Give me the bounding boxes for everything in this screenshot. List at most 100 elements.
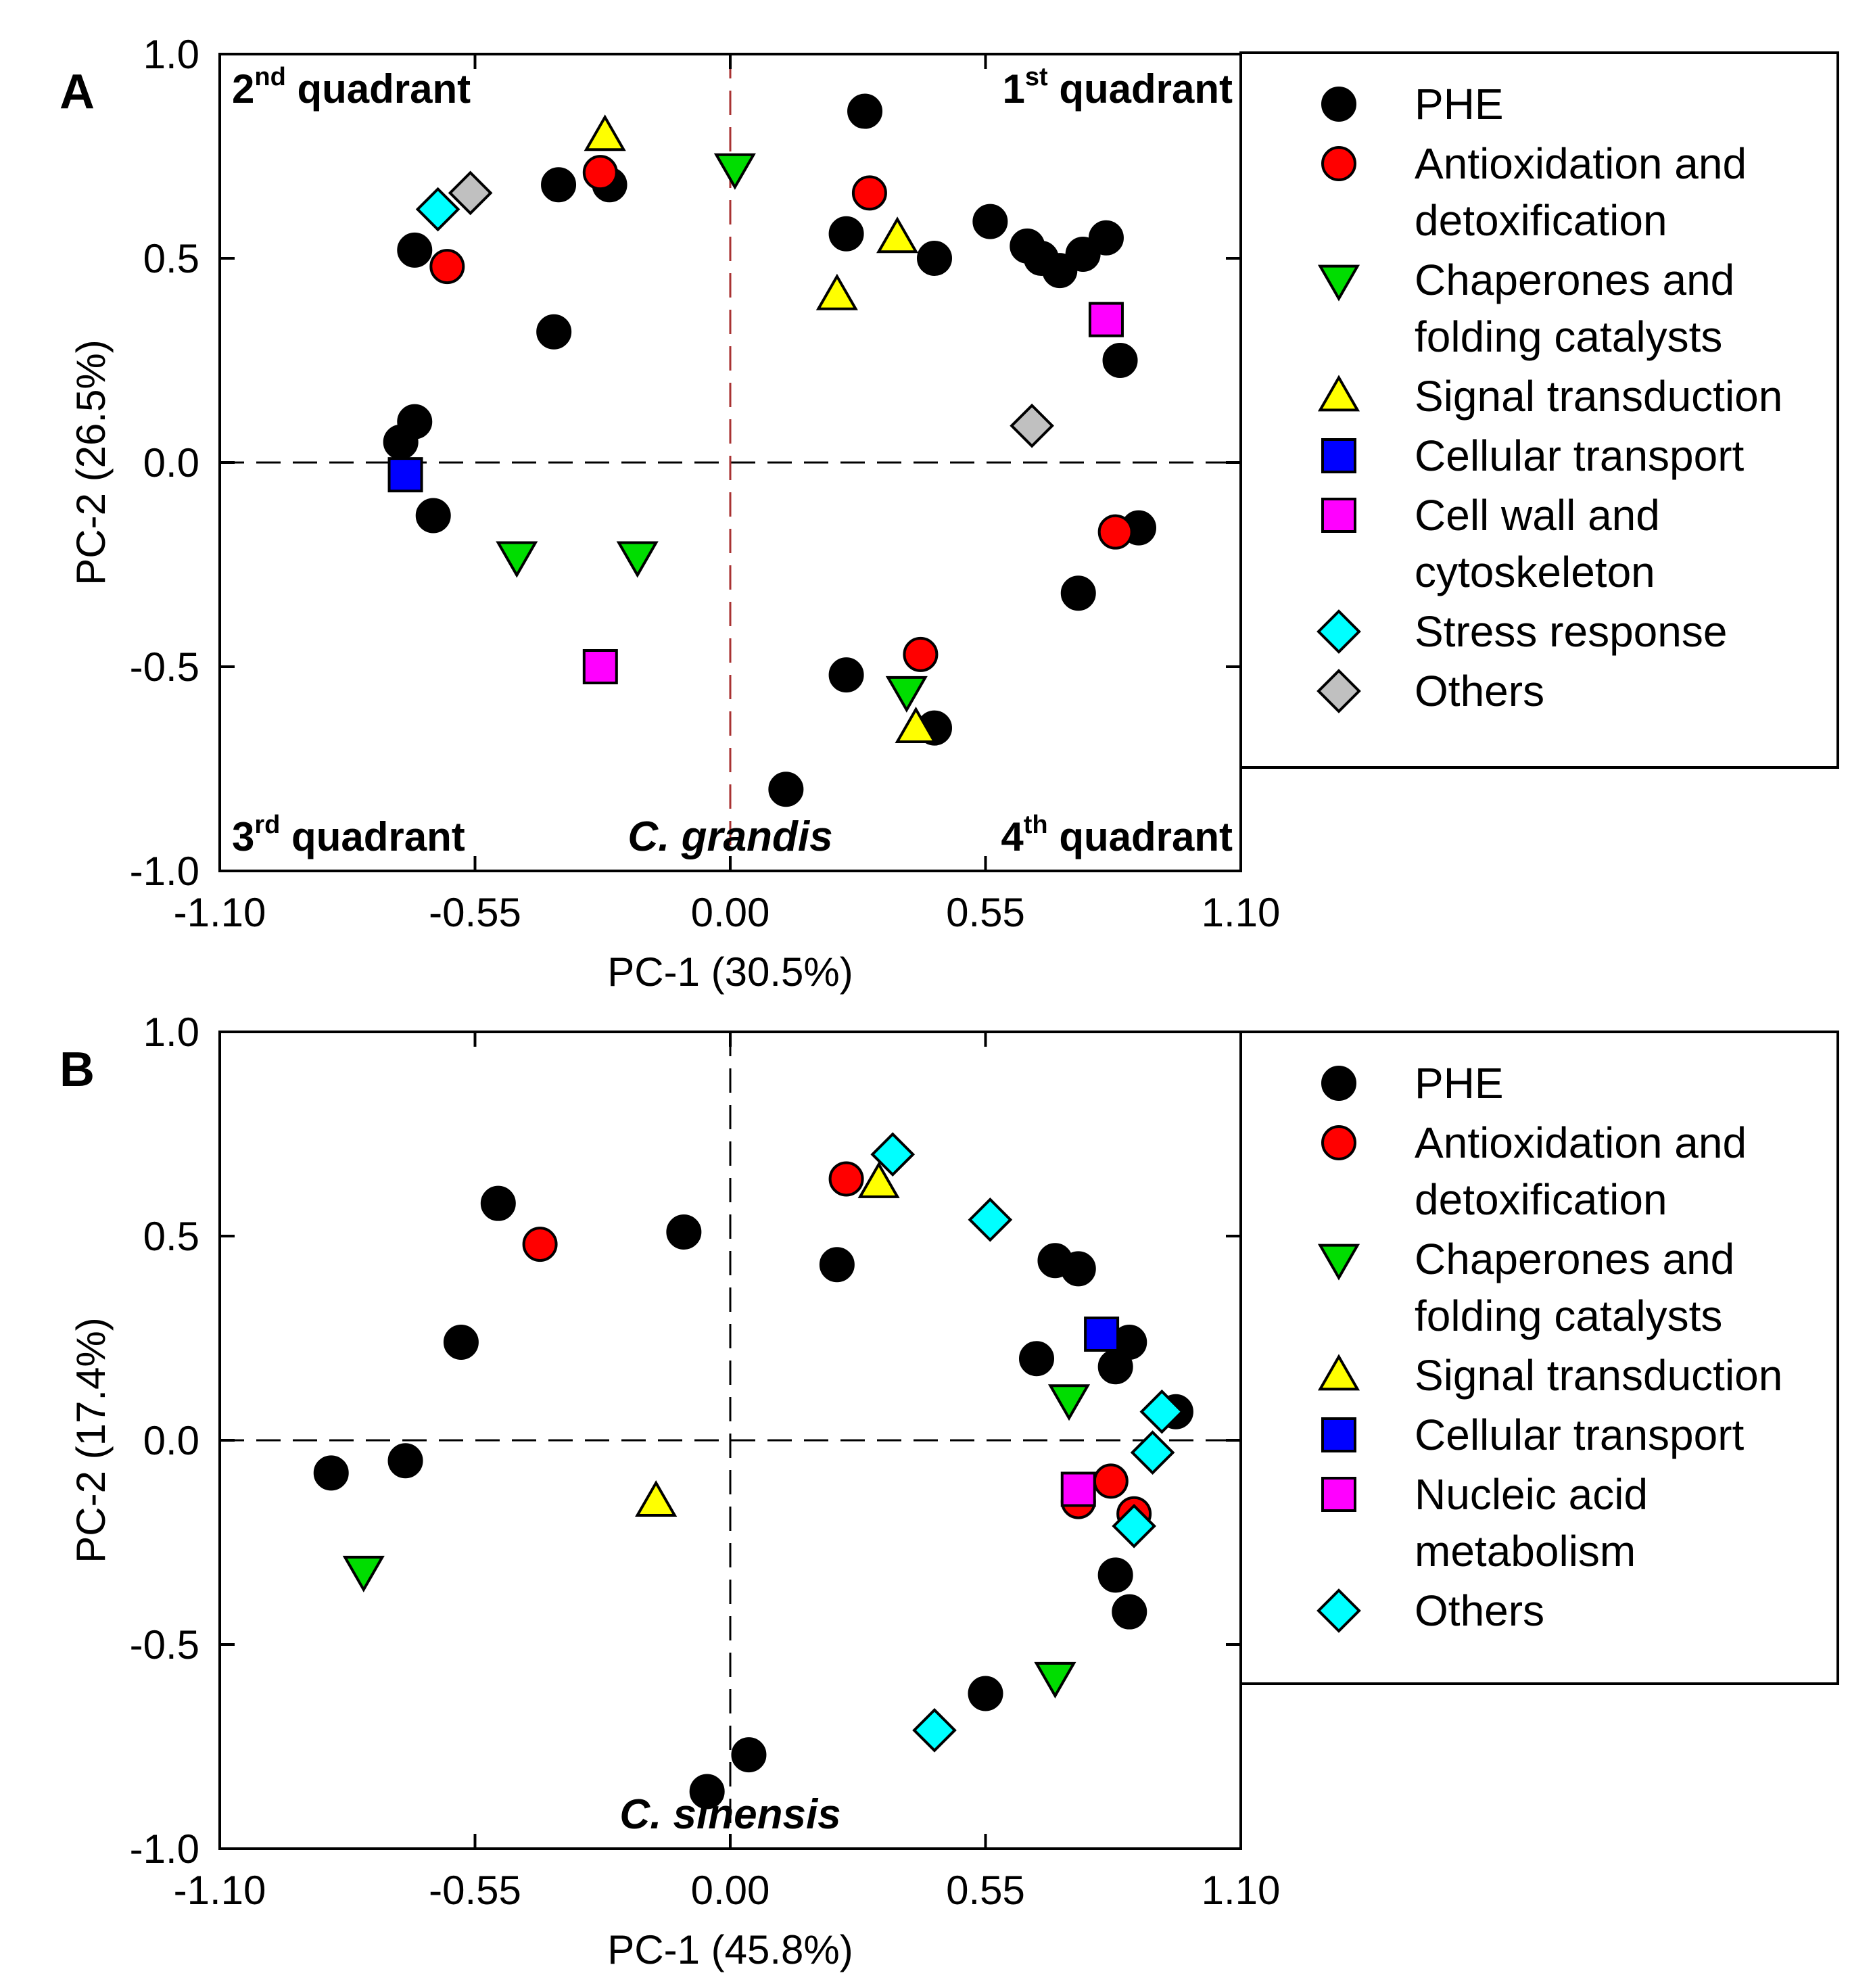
point	[1019, 1341, 1054, 1377]
y-tick-label: -1.0	[130, 1826, 199, 1872]
x-tick-label: -0.55	[429, 1868, 521, 1913]
quadrant-number: 2	[232, 66, 254, 112]
panel-a: -1.10 -0.55 0.00 0.55 1.10 1.0 0.5 0.0 -0.5 -1.0 P…	[60, 32, 1839, 995]
quadrant-word: quadrant	[1048, 66, 1233, 112]
point	[397, 232, 433, 268]
legend-label: Chaperones and	[1415, 256, 1734, 304]
legend-item: Signal transduction	[1317, 1351, 1782, 1400]
point	[387, 457, 423, 493]
quadrant-superscript: th	[1024, 811, 1048, 839]
series	[415, 187, 460, 232]
point	[541, 167, 577, 203]
point	[536, 314, 572, 350]
panel-b: -1.10 -0.55 0.00 0.55 1.10 1.0 0.5 0.0 -0.5 -1.0 P…	[60, 1010, 1839, 1972]
point	[828, 1161, 864, 1197]
legend-marker	[1321, 1125, 1356, 1160]
x-tick-label: 0.55	[946, 890, 1025, 935]
point	[857, 1161, 900, 1198]
point	[1139, 1389, 1185, 1434]
point	[968, 1676, 1003, 1711]
point	[815, 273, 858, 310]
legend-marker	[1317, 1588, 1361, 1633]
point	[1088, 220, 1124, 256]
series	[584, 114, 937, 743]
point	[895, 706, 937, 743]
series	[429, 155, 1133, 672]
legend-marker	[1321, 146, 1356, 181]
y-tick-label: -0.5	[130, 644, 199, 690]
legend-item: Stress response	[1317, 607, 1727, 656]
legend-marker	[1317, 375, 1360, 412]
x-tick-label: 1.10	[1202, 1868, 1281, 1913]
x-tick-label: -0.55	[429, 890, 521, 935]
legend-label: Others	[1415, 667, 1544, 715]
quadrant-label: 2nd quadrant	[232, 63, 471, 112]
legend-label: metabolism	[1415, 1527, 1636, 1576]
series	[1084, 1316, 1120, 1352]
legend-label: Cellular transport	[1415, 431, 1745, 480]
point	[415, 498, 451, 534]
point	[584, 114, 626, 151]
species-label: C. sinensis	[619, 1791, 840, 1838]
legend-label: Antioxidation and	[1415, 1118, 1747, 1167]
series	[448, 170, 1054, 448]
point	[768, 772, 804, 807]
point	[1102, 343, 1138, 378]
x-axis-title: PC-1 (45.8%)	[607, 1927, 853, 1972]
series	[387, 457, 423, 493]
y-tick-label: 0.0	[143, 1418, 199, 1463]
legend-item: PHE	[1321, 1059, 1504, 1108]
point	[1047, 1384, 1091, 1421]
point	[1130, 1430, 1175, 1475]
point	[1084, 1316, 1120, 1352]
point	[828, 657, 864, 693]
quadrant-number: 3	[232, 814, 254, 859]
point	[635, 1480, 678, 1517]
series	[1060, 1471, 1096, 1507]
point	[313, 1455, 349, 1491]
legend-marker	[1317, 1354, 1360, 1391]
legend-label: Antioxidation and	[1415, 139, 1747, 188]
legend-marker	[1317, 1244, 1360, 1281]
point	[828, 216, 864, 252]
point	[1088, 302, 1124, 337]
y-tick-label: 1.0	[143, 1010, 199, 1055]
legend-label: Signal transduction	[1415, 1351, 1782, 1400]
quadrant-label: 3rd quadrant	[232, 811, 465, 859]
legend-label: PHE	[1415, 1059, 1504, 1108]
quadrant-superscript: nd	[254, 63, 285, 91]
y-axis-title: PC-2 (26.5%)	[68, 339, 114, 585]
point	[342, 1555, 385, 1592]
point	[1112, 1504, 1156, 1548]
legend-item: Nucleic acid metabolism	[1321, 1470, 1648, 1576]
series	[313, 1185, 1193, 1809]
legend-label: Nucleic acid	[1415, 1470, 1648, 1519]
legend-item: Others	[1317, 1586, 1544, 1635]
point	[689, 1774, 725, 1809]
legend-label: folding catalysts	[1415, 1292, 1722, 1340]
quadrant-label: 1st quadrant	[1002, 63, 1233, 112]
point	[968, 1198, 1013, 1242]
legend-item: PHE	[1321, 80, 1504, 128]
legend-item: Antioxidation and detoxification	[1321, 1118, 1747, 1224]
x-tick-label: 0.00	[691, 1868, 770, 1913]
series	[342, 1384, 1091, 1699]
quadrant-number: 1	[1002, 66, 1024, 112]
legend-marker	[1321, 1066, 1356, 1101]
y-tick-label: 1.0	[143, 32, 199, 77]
point	[1060, 1251, 1096, 1287]
legend-marker	[1317, 264, 1360, 302]
legend-marker	[1317, 669, 1361, 713]
point	[387, 1443, 423, 1479]
point	[1097, 1557, 1133, 1593]
point	[1097, 514, 1133, 550]
legend-item: Cellular transport	[1321, 1411, 1745, 1459]
point	[819, 1247, 855, 1283]
point	[847, 93, 883, 129]
point	[1112, 1594, 1147, 1630]
x-tick-label: 0.00	[691, 890, 770, 935]
series	[522, 1161, 1152, 1532]
legend-item: Signal transduction	[1317, 372, 1782, 421]
legend-marker	[1321, 1417, 1356, 1452]
